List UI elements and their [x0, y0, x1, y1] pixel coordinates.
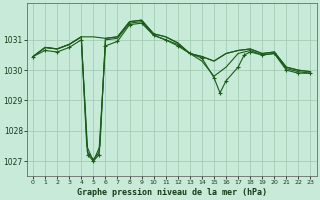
X-axis label: Graphe pression niveau de la mer (hPa): Graphe pression niveau de la mer (hPa): [77, 188, 267, 197]
